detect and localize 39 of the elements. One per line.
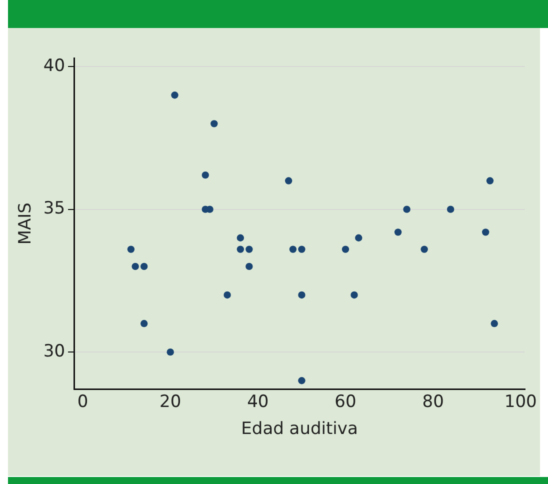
y-tick-label: 35: [43, 198, 66, 219]
x-axis-title: Edad auditiva: [241, 419, 358, 440]
point: [140, 320, 148, 328]
point: [166, 348, 174, 356]
point: [355, 234, 362, 242]
point: [132, 262, 139, 270]
point: [127, 246, 135, 253]
point: [236, 246, 244, 253]
point: [171, 92, 178, 99]
point: [420, 246, 428, 253]
point: [490, 320, 498, 328]
point: [289, 246, 297, 253]
point: [224, 291, 231, 299]
x-tick-label: 40: [247, 392, 269, 412]
point: [210, 120, 218, 128]
x-tick-label: 20: [160, 392, 182, 412]
point: [140, 262, 148, 270]
point: [394, 228, 402, 236]
point: [298, 246, 306, 253]
point: [486, 177, 494, 184]
y-tick-label: 30: [43, 342, 66, 362]
y-axis-title: MAIS: [16, 202, 36, 245]
x-tick-label: 100: [504, 392, 537, 412]
point: [236, 234, 244, 242]
point: [202, 171, 209, 179]
point: [350, 291, 358, 299]
point: [246, 262, 253, 270]
y-tick-label: 40: [43, 56, 66, 76]
point: [284, 177, 292, 184]
x-tick-label: 60: [334, 392, 356, 412]
point: [342, 246, 350, 253]
x-tick-label: 0: [77, 392, 88, 412]
point: [298, 377, 306, 384]
point: [403, 206, 410, 213]
x-tick-label: 80: [422, 392, 444, 412]
point: [246, 246, 253, 253]
point: [446, 206, 454, 213]
point: [298, 291, 306, 299]
point: [482, 228, 490, 236]
